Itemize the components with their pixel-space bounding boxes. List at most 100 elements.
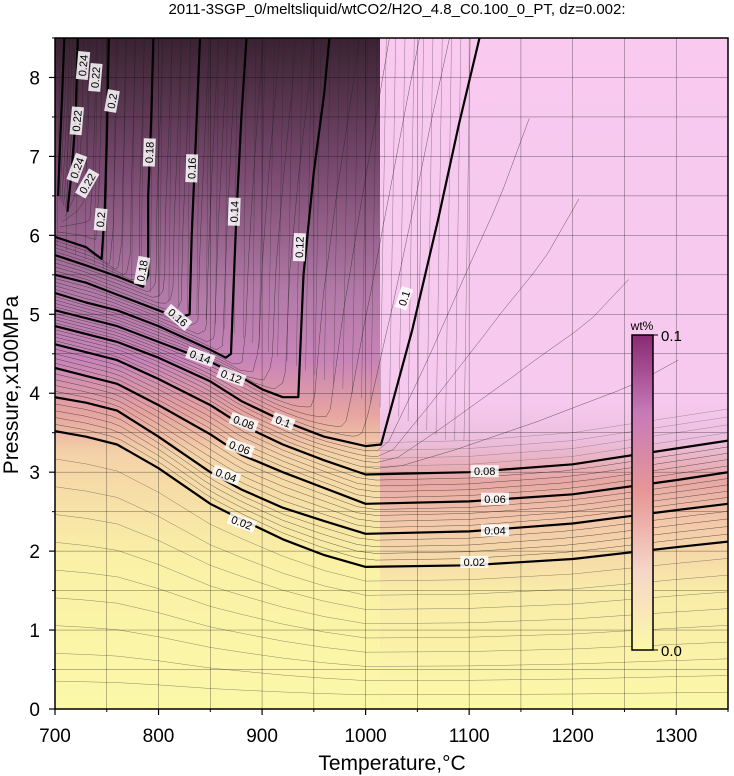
- contour-label-text: 0.22: [71, 110, 85, 132]
- contour-label: 0.2: [104, 89, 120, 113]
- contour-label: 0.22: [69, 106, 85, 136]
- y-tick-label: 6: [29, 226, 40, 247]
- fine-contour-line: [296, 38, 303, 366]
- fine-contour-line: [66, 38, 70, 251]
- contour-label-text: 0.24: [77, 54, 91, 76]
- fine-contour-line: [55, 38, 118, 265]
- fine-contour-line: [361, 38, 368, 399]
- y-axis-ticks: 0 1 2 3 4 5 6 7 8: [29, 37, 55, 721]
- fine-contour-line: [131, 38, 135, 283]
- contour-line-0.14: [55, 38, 248, 359]
- fine-contour-line: [55, 38, 163, 293]
- x-axis-label: Temperature,°C: [318, 752, 465, 775]
- contour-label: 0.16: [185, 154, 199, 183]
- fine-contour-line: [140, 38, 145, 288]
- y-tick-label: 8: [29, 68, 40, 89]
- fine-contour-line: [196, 38, 201, 316]
- contour-label-bg: [224, 437, 255, 458]
- fine-contour-line: [286, 38, 294, 362]
- fine-contour-line: [159, 38, 163, 297]
- fine-contour-line: [305, 38, 313, 371]
- contour-label-bg: [185, 346, 216, 368]
- x-tick-label: 1300: [655, 726, 697, 747]
- contour-label-bg: [470, 465, 499, 478]
- fine-contour-line: [426, 38, 434, 431]
- fine-contour-line: [55, 38, 450, 437]
- contour-label-bg: [88, 62, 103, 92]
- fine-contour-line: [277, 38, 285, 357]
- contour-label-text: 0.1: [397, 289, 413, 307]
- contour-line-0.12: [55, 38, 331, 399]
- fine-contour-line: [55, 340, 679, 469]
- contour-label: 0.12: [292, 232, 307, 262]
- contour-label-bg: [185, 154, 199, 183]
- contour-label: 0.1: [270, 412, 296, 431]
- fine-contour-line: [445, 38, 452, 440]
- contour-label-text: 0.18: [144, 142, 157, 164]
- plot-background-right: [380, 38, 728, 709]
- y-tick-label: 1: [29, 621, 40, 642]
- fine-contour-line: [177, 38, 182, 306]
- plot-frame: [54, 37, 729, 710]
- fine-contour-line: [55, 38, 314, 389]
- y-tick-label: 3: [29, 463, 40, 484]
- fine-contour-line: [55, 38, 238, 351]
- contour-label-text: 0.04: [484, 525, 505, 537]
- contour-label-bg: [228, 411, 259, 433]
- contour-label-text: 0.06: [484, 494, 505, 506]
- contour-label-text: 0.2: [95, 211, 108, 227]
- fine-contour-line: [435, 38, 443, 436]
- contour-labels: 0.020.040.060.08 0.10.120.140.160.180.20.…: [66, 51, 509, 569]
- x-tick-label: 1100: [449, 726, 490, 747]
- contour-label-text: 0.02: [464, 557, 485, 569]
- fine-contour-line: [333, 38, 340, 385]
- contour-label-text: 0.08: [474, 466, 495, 478]
- contour-label-text: 0.18: [135, 259, 151, 282]
- contour-label-text: 0.2: [106, 93, 120, 110]
- colorbar-max-label: 0.1: [661, 328, 682, 345]
- fine-contour-line: [342, 38, 350, 389]
- fine-contour-line: [379, 38, 387, 408]
- x-tick-label: 1200: [552, 726, 594, 747]
- fine-contour-line: [252, 38, 257, 343]
- fine-contour-line: [268, 38, 275, 353]
- contour-label-bg: [104, 89, 120, 113]
- contour-label-bg: [75, 168, 100, 199]
- contour-label-bg: [460, 556, 489, 568]
- contour-label-bg: [75, 51, 91, 80]
- fine-contour-line: [55, 38, 182, 304]
- fine-contour-line: [55, 38, 229, 343]
- y-tick-label: 7: [29, 147, 40, 168]
- fine-contour-line: [314, 38, 322, 376]
- y-axis-label: Pressure,x100MPa: [0, 295, 23, 474]
- x-tick-label: 1000: [344, 726, 386, 747]
- contour-label-bg: [66, 152, 88, 184]
- contour-label-bg: [216, 366, 247, 387]
- fine-contour-line: [351, 38, 359, 394]
- fine-contour-line: [61, 38, 70, 203]
- plot-area: 0.020.040.060.08 0.10.120.140.160.180.20.…: [55, 38, 728, 709]
- fine-contour-line: [55, 38, 297, 381]
- contour-line-0.04: [55, 396, 728, 535]
- contour-label-bg: [142, 138, 156, 167]
- contour-label: 0.1: [394, 285, 414, 311]
- fine-contour-line: [454, 38, 462, 441]
- fine-contour-line: [55, 38, 219, 335]
- fine-contour-line: [59, 38, 68, 200]
- contour-label-bg: [93, 208, 108, 231]
- fine-contour-line: [55, 118, 530, 452]
- fine-contour-line: [370, 38, 378, 403]
- contour-label: 0.04: [481, 524, 509, 537]
- colorbar-min-label: 0.0: [661, 643, 682, 660]
- contour-label: 0.22: [88, 62, 103, 92]
- fine-contour-line: [417, 38, 424, 426]
- contour-label-bg: [226, 512, 257, 533]
- contour-line-0.24: [57, 38, 66, 196]
- contour-label-bg: [227, 197, 241, 226]
- contour-label: 0.06: [481, 492, 509, 506]
- fine-contour-line: [55, 38, 390, 417]
- contour-label-text: 0.14: [229, 201, 242, 223]
- x-tick-label: 900: [246, 726, 278, 747]
- contour-line-0.08: [55, 343, 728, 476]
